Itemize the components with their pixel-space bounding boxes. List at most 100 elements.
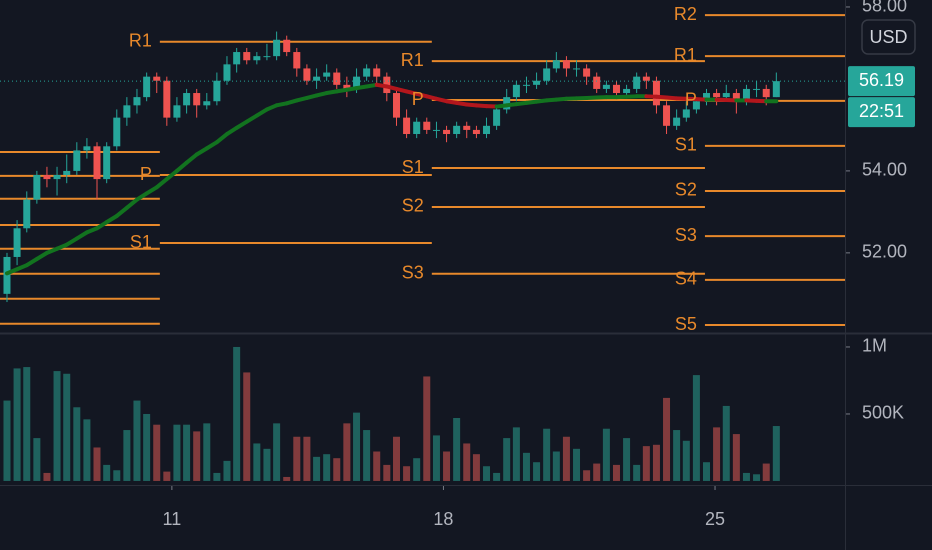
volume-bar	[53, 371, 61, 481]
y-tick-label: 52.00	[862, 242, 907, 262]
volume-bar	[73, 407, 81, 481]
candle-body	[503, 97, 511, 110]
pivot-label: R2	[674, 4, 697, 24]
candle-body	[413, 121, 421, 135]
candle-body	[583, 68, 591, 77]
candle-body	[3, 256, 11, 294]
candle-body	[173, 105, 181, 118]
pivot-label: S4	[675, 269, 697, 289]
volume-bar	[583, 470, 591, 481]
candle-body	[333, 72, 341, 85]
volume-bar	[293, 436, 301, 481]
last-price-badge	[848, 66, 915, 97]
volume-bar	[23, 367, 31, 481]
volume-bar	[183, 424, 191, 481]
candle-body	[713, 93, 721, 98]
candle-body	[533, 80, 541, 85]
candle-body	[772, 81, 780, 98]
candle-body	[323, 72, 331, 77]
pivot-label: R1	[129, 31, 152, 51]
x-tick-label: 11	[163, 509, 182, 529]
volume-bar	[153, 424, 161, 481]
last-price-label: 56.19	[859, 70, 904, 90]
volume-bar	[83, 419, 91, 481]
candle-body	[393, 93, 401, 118]
candle-body	[443, 129, 451, 135]
candle-body	[193, 93, 201, 106]
volume-bar	[93, 447, 101, 481]
volume-bar	[493, 472, 501, 481]
pivot-label: S1	[402, 157, 424, 177]
candle-body	[593, 76, 601, 89]
volume-bar	[453, 417, 461, 481]
volume-bar	[273, 423, 281, 481]
candle-body	[552, 60, 560, 69]
volume-bar	[623, 438, 631, 481]
volume-bar	[732, 434, 740, 481]
volume-bar	[353, 412, 361, 481]
volume-bar	[393, 436, 401, 481]
volume-bar	[602, 428, 610, 481]
candle-body	[453, 125, 461, 135]
x-tick-label: 25	[705, 509, 725, 529]
candle-body	[373, 68, 381, 77]
volume-bar	[503, 438, 511, 481]
moving-average	[184, 152, 199, 165]
volume-bar	[223, 460, 231, 481]
volume-bar	[3, 400, 11, 481]
volume-bar	[173, 424, 181, 481]
candle-body	[403, 117, 411, 135]
volume-bar	[43, 472, 51, 481]
volume-bar	[103, 464, 111, 481]
candle-body	[293, 52, 301, 69]
volume-bar	[243, 372, 251, 481]
candle-body	[652, 80, 660, 106]
currency-label[interactable]: USD	[869, 27, 907, 47]
candle-body	[273, 39, 281, 57]
candle-body	[663, 105, 671, 126]
currency-button[interactable]: USD	[861, 19, 916, 55]
candle-body	[732, 93, 740, 102]
volume-bar	[713, 427, 721, 481]
volume-bar	[512, 427, 520, 481]
moving-average	[174, 160, 189, 173]
y-tick-label: 58.00	[862, 0, 907, 16]
candle-body	[33, 175, 41, 200]
candle-body	[83, 146, 91, 151]
candle-body	[233, 52, 241, 65]
candle-body	[163, 80, 171, 118]
candle-body	[612, 84, 620, 94]
countdown-label: 22:51	[859, 101, 904, 121]
volume-bar	[113, 470, 121, 481]
candle-body	[43, 175, 51, 180]
volume-bar	[663, 397, 671, 481]
volume-bar	[313, 456, 321, 481]
candle-body	[103, 146, 111, 180]
candle-body	[123, 105, 131, 118]
candle-body	[432, 129, 440, 131]
candle-body	[522, 84, 530, 86]
axes: 58.00 54.00 52.00 1M 500K 11 18 25	[163, 0, 908, 529]
volume-bar	[543, 428, 551, 481]
volume-bar	[722, 405, 730, 481]
currency-button-frame[interactable]	[861, 19, 916, 55]
volume-bar	[673, 430, 681, 481]
candle-body	[223, 64, 231, 81]
candle-body	[562, 60, 570, 69]
volume-bar	[652, 444, 660, 481]
candle-body	[73, 150, 81, 171]
volume-bar	[163, 471, 171, 481]
volume-bar	[562, 436, 570, 481]
volume-bar	[133, 400, 141, 481]
candle-body	[722, 93, 730, 98]
pivot-label: S1	[675, 135, 697, 155]
x-tick-label: 18	[433, 509, 453, 529]
volume-bar	[762, 463, 770, 481]
candle-body	[13, 228, 21, 257]
candle-body	[493, 109, 501, 126]
moving-average	[114, 205, 129, 218]
volume-bar	[203, 423, 211, 481]
candle-body	[263, 56, 271, 58]
